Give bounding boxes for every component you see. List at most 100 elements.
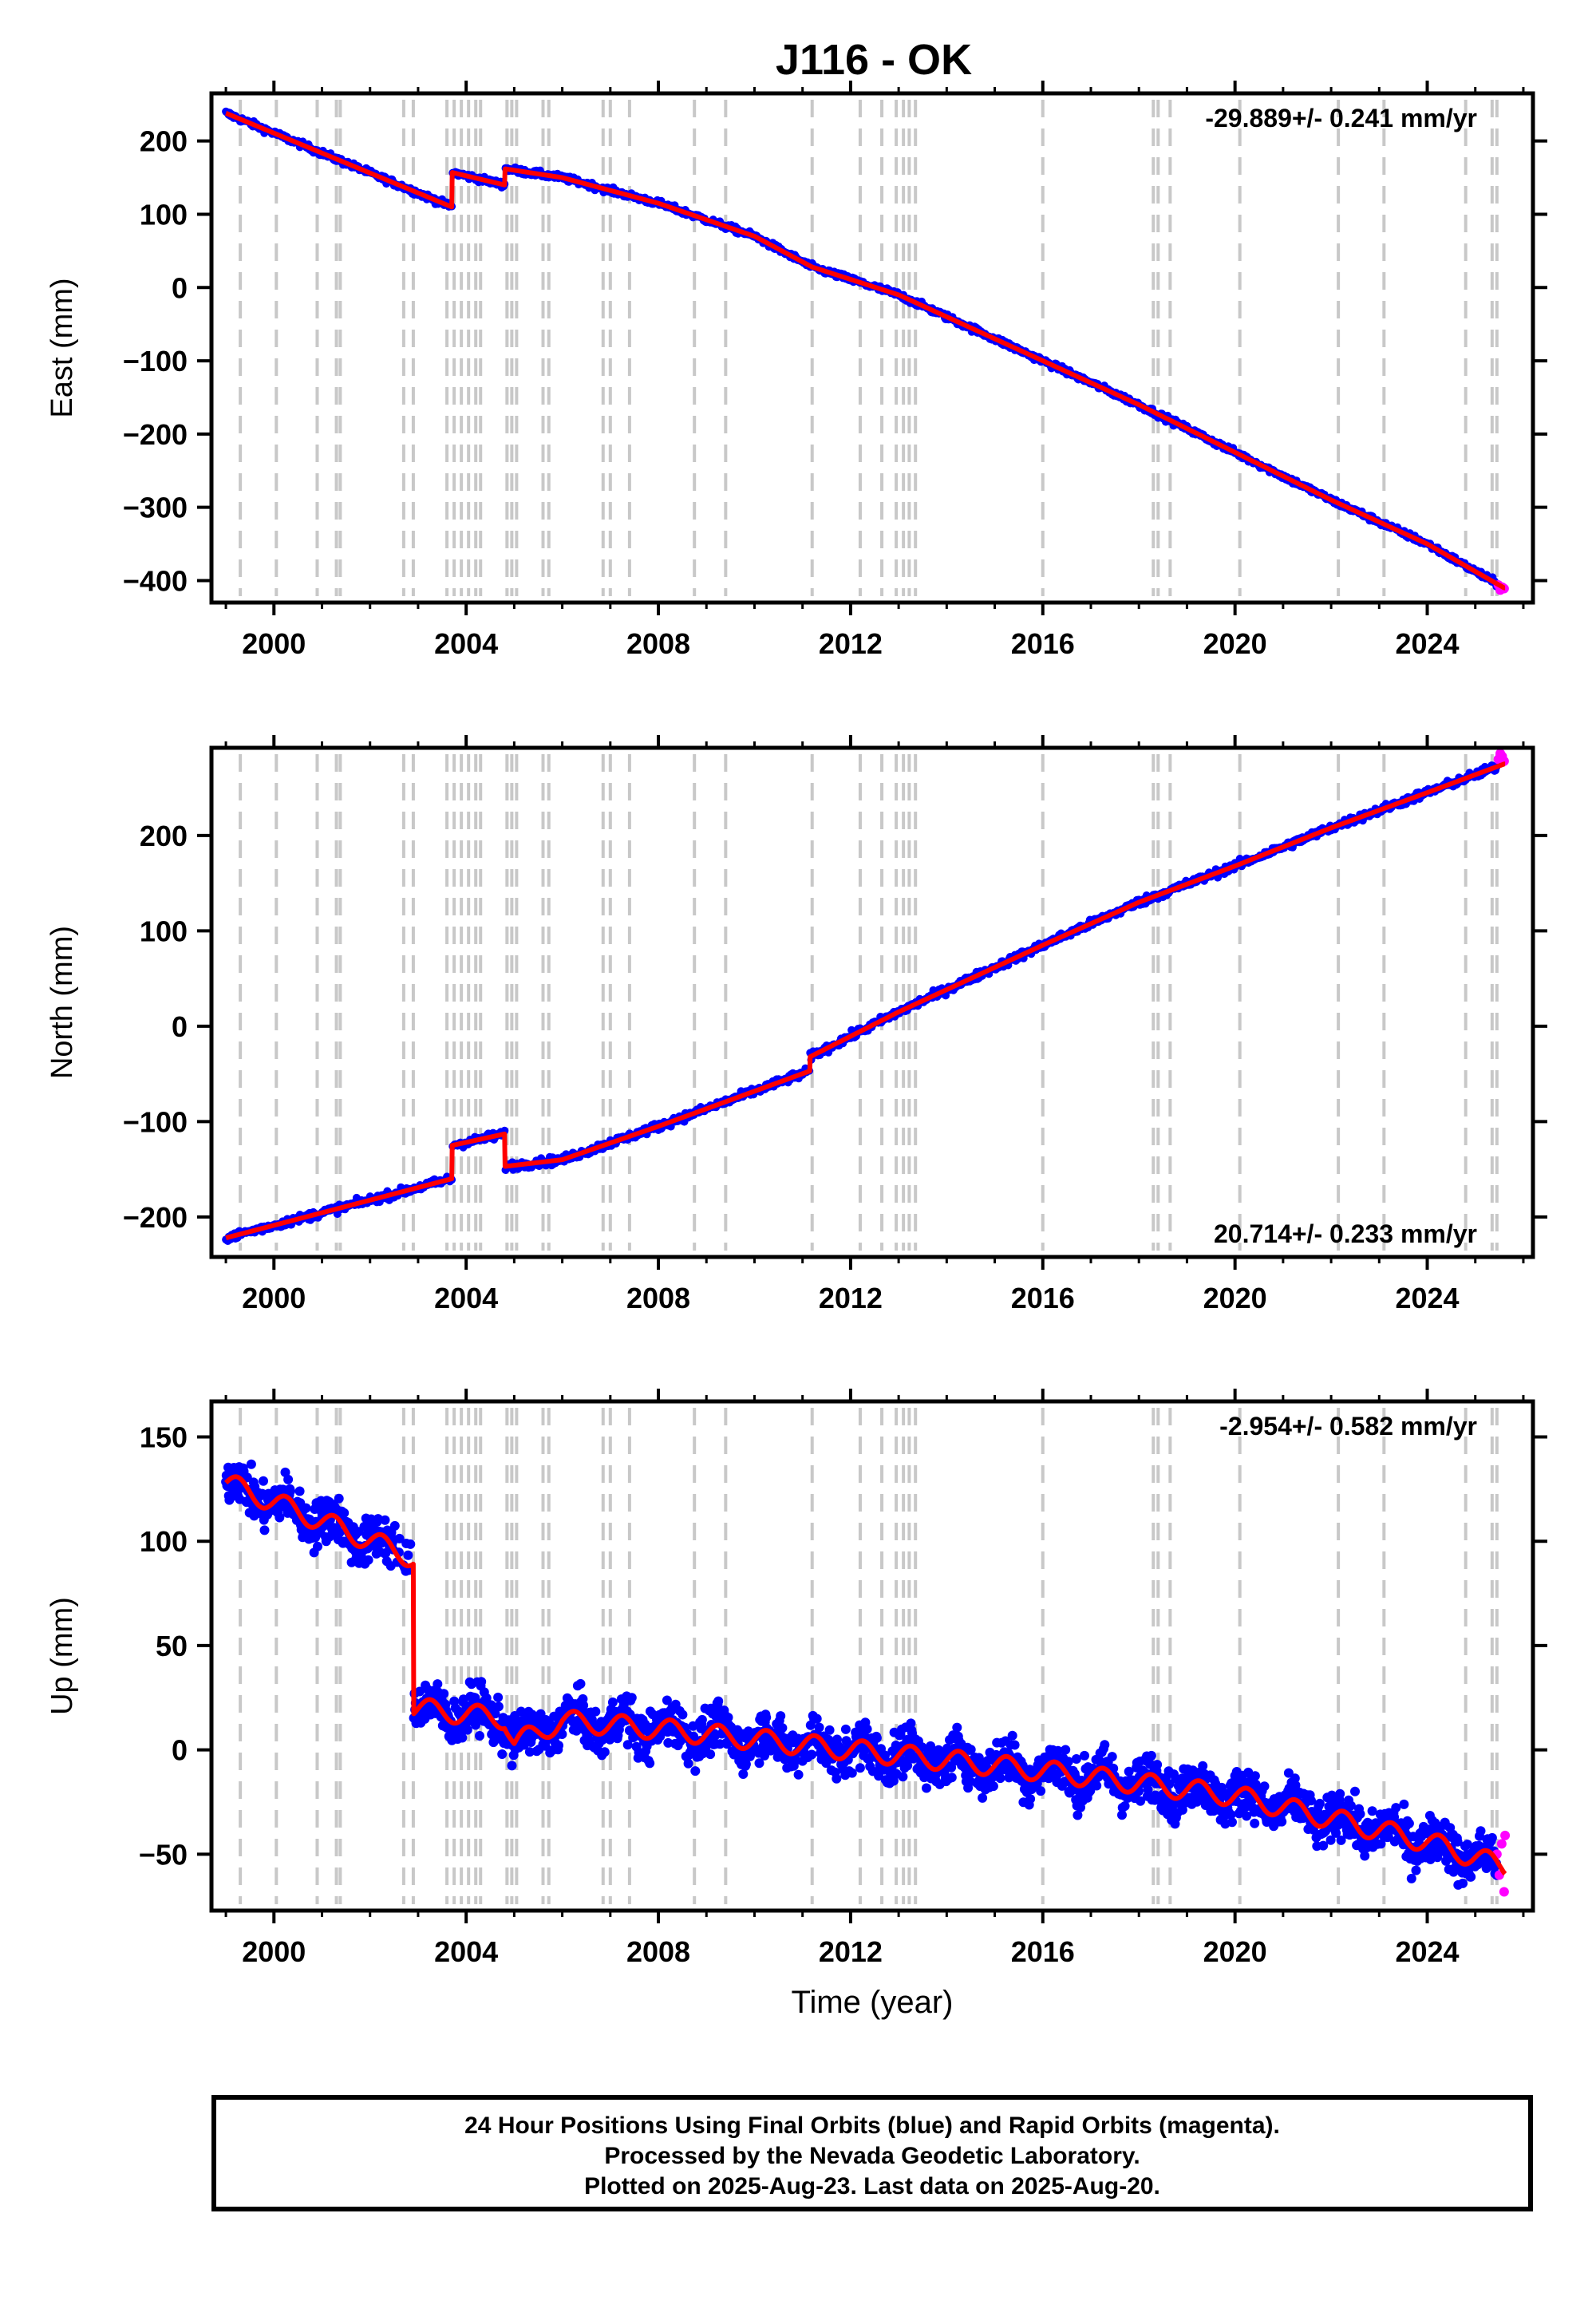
final-orbit-point bbox=[1198, 1761, 1208, 1771]
final-orbit-point bbox=[855, 1763, 865, 1773]
final-orbit-point bbox=[246, 1459, 256, 1469]
final-orbit-point bbox=[294, 1486, 305, 1496]
y-tick-label: −300 bbox=[123, 492, 188, 524]
plot-area bbox=[222, 100, 1509, 596]
final-orbit-point bbox=[1335, 1788, 1345, 1799]
final-orbit-point bbox=[405, 1539, 416, 1549]
final-orbit-point bbox=[339, 1508, 350, 1518]
final-orbit-point bbox=[761, 1713, 772, 1722]
final-orbit-point bbox=[1107, 1752, 1117, 1762]
y-tick-label: 100 bbox=[140, 198, 188, 231]
rate-annotation: 20.714+/- 0.233 mm/yr bbox=[1214, 1219, 1477, 1248]
y-tick-label: 200 bbox=[140, 125, 188, 158]
x-tick-label: 2008 bbox=[626, 1282, 690, 1314]
final-orbit-point bbox=[301, 1503, 311, 1513]
x-tick-label: 2024 bbox=[1395, 627, 1459, 660]
final-orbit-point bbox=[554, 1741, 563, 1751]
final-orbit-point bbox=[1314, 1798, 1325, 1808]
final-orbit-point bbox=[575, 1678, 586, 1689]
final-orbit-point bbox=[678, 1709, 688, 1720]
final-orbit-point bbox=[995, 1773, 1005, 1784]
final-orbit-point bbox=[497, 1749, 508, 1759]
final-orbit-point bbox=[777, 1723, 788, 1733]
final-orbit-point bbox=[713, 1696, 724, 1706]
final-orbit-point bbox=[462, 1725, 472, 1735]
final-orbit-point bbox=[824, 1725, 835, 1735]
up-panel: 2000 2004 2008 2012 2016 2020 2024−50050100150… bbox=[45, 1389, 1547, 2020]
x-tick-label: 2000 bbox=[242, 627, 306, 660]
final-orbit-point bbox=[1259, 1781, 1270, 1792]
final-orbit-point bbox=[275, 1512, 285, 1523]
final-orbit-point bbox=[363, 1555, 373, 1565]
x-tick-label: 2012 bbox=[819, 627, 883, 660]
final-orbit-point bbox=[439, 1689, 449, 1699]
x-tick-label: 2000 bbox=[242, 1282, 306, 1314]
final-orbit-point bbox=[334, 1493, 344, 1504]
final-orbit-point bbox=[922, 1783, 931, 1793]
plot-area bbox=[222, 749, 1509, 1251]
final-orbit-point bbox=[1404, 1818, 1414, 1828]
y-tick-label: −100 bbox=[123, 1105, 188, 1138]
final-orbit-point bbox=[690, 1766, 701, 1777]
final-orbit-point bbox=[862, 1724, 872, 1734]
final-orbit-point bbox=[1250, 1818, 1260, 1828]
final-orbit-point bbox=[259, 1476, 268, 1486]
final-orbit-point bbox=[697, 1714, 707, 1725]
final-orbit-point bbox=[807, 1749, 817, 1760]
final-orbit-point bbox=[645, 1758, 655, 1769]
y-tick-label: −100 bbox=[123, 345, 188, 377]
final-orbit-point bbox=[599, 1747, 610, 1757]
final-orbit-point bbox=[988, 1781, 998, 1792]
x-tick-label: 2020 bbox=[1203, 1282, 1267, 1314]
y-axis-label: North (mm) bbox=[45, 926, 79, 1079]
x-tick-label: 2024 bbox=[1395, 1282, 1459, 1314]
final-orbit-point bbox=[952, 1722, 962, 1733]
final-orbit-point bbox=[493, 1701, 504, 1712]
final-orbit-point bbox=[812, 1713, 822, 1724]
final-orbit-point bbox=[389, 1520, 400, 1531]
y-tick-label: −400 bbox=[123, 564, 188, 597]
x-tick-label: 2008 bbox=[626, 627, 690, 660]
final-orbit-point bbox=[1146, 1750, 1156, 1761]
y-tick-label: 0 bbox=[172, 1010, 188, 1043]
y-tick-label: −200 bbox=[123, 1201, 188, 1234]
plot-area bbox=[221, 1408, 1511, 1904]
final-orbit-point bbox=[898, 1772, 908, 1782]
final-orbit-point bbox=[1277, 1816, 1287, 1827]
final-orbit-point bbox=[1007, 1730, 1017, 1741]
final-orbit-point bbox=[1080, 1750, 1089, 1761]
chart-title: J116 - OK bbox=[775, 36, 973, 84]
final-orbit-point bbox=[705, 1749, 716, 1760]
east-panel: 2000 2004 2008 2012 2016 2020 2024−400−300−200… bbox=[45, 81, 1547, 660]
final-orbit-point bbox=[793, 1769, 804, 1780]
final-orbit-point bbox=[283, 1474, 294, 1484]
final-orbit-point bbox=[607, 1697, 618, 1707]
final-orbit-point bbox=[1355, 1809, 1365, 1819]
final-orbit-point bbox=[738, 1769, 749, 1779]
final-orbit-point bbox=[1350, 1786, 1360, 1796]
final-orbit-point bbox=[871, 1733, 882, 1743]
final-orbit-point bbox=[776, 1711, 786, 1721]
y-tick-label: 100 bbox=[140, 915, 188, 947]
final-orbit-point bbox=[626, 1693, 637, 1703]
y-tick-label: 200 bbox=[140, 820, 188, 852]
final-orbit-point bbox=[403, 1550, 413, 1560]
rate-annotation: -29.889+/- 0.241 mm/yr bbox=[1205, 104, 1477, 132]
y-tick-label: −200 bbox=[123, 418, 188, 451]
final-orbit-point bbox=[1227, 1817, 1237, 1828]
final-orbit-point bbox=[814, 1722, 824, 1733]
final-orbit-point bbox=[507, 1761, 517, 1771]
final-orbit-point bbox=[840, 1724, 851, 1734]
y-axis-label: East (mm) bbox=[45, 278, 79, 417]
final-orbit-point bbox=[493, 1692, 504, 1702]
model-fit-line bbox=[223, 761, 1507, 1240]
north-panel: 2000 2004 2008 2012 2016 2020 2024−200−1000100… bbox=[45, 735, 1547, 1314]
final-orbit-point bbox=[832, 1773, 842, 1784]
final-orbit-point bbox=[946, 1773, 957, 1783]
final-orbit-point bbox=[1399, 1799, 1409, 1809]
final-orbit-point bbox=[476, 1677, 487, 1687]
model-fit-line bbox=[223, 110, 1507, 591]
final-orbit-point bbox=[259, 1525, 270, 1535]
final-orbit-point bbox=[1061, 1745, 1071, 1755]
